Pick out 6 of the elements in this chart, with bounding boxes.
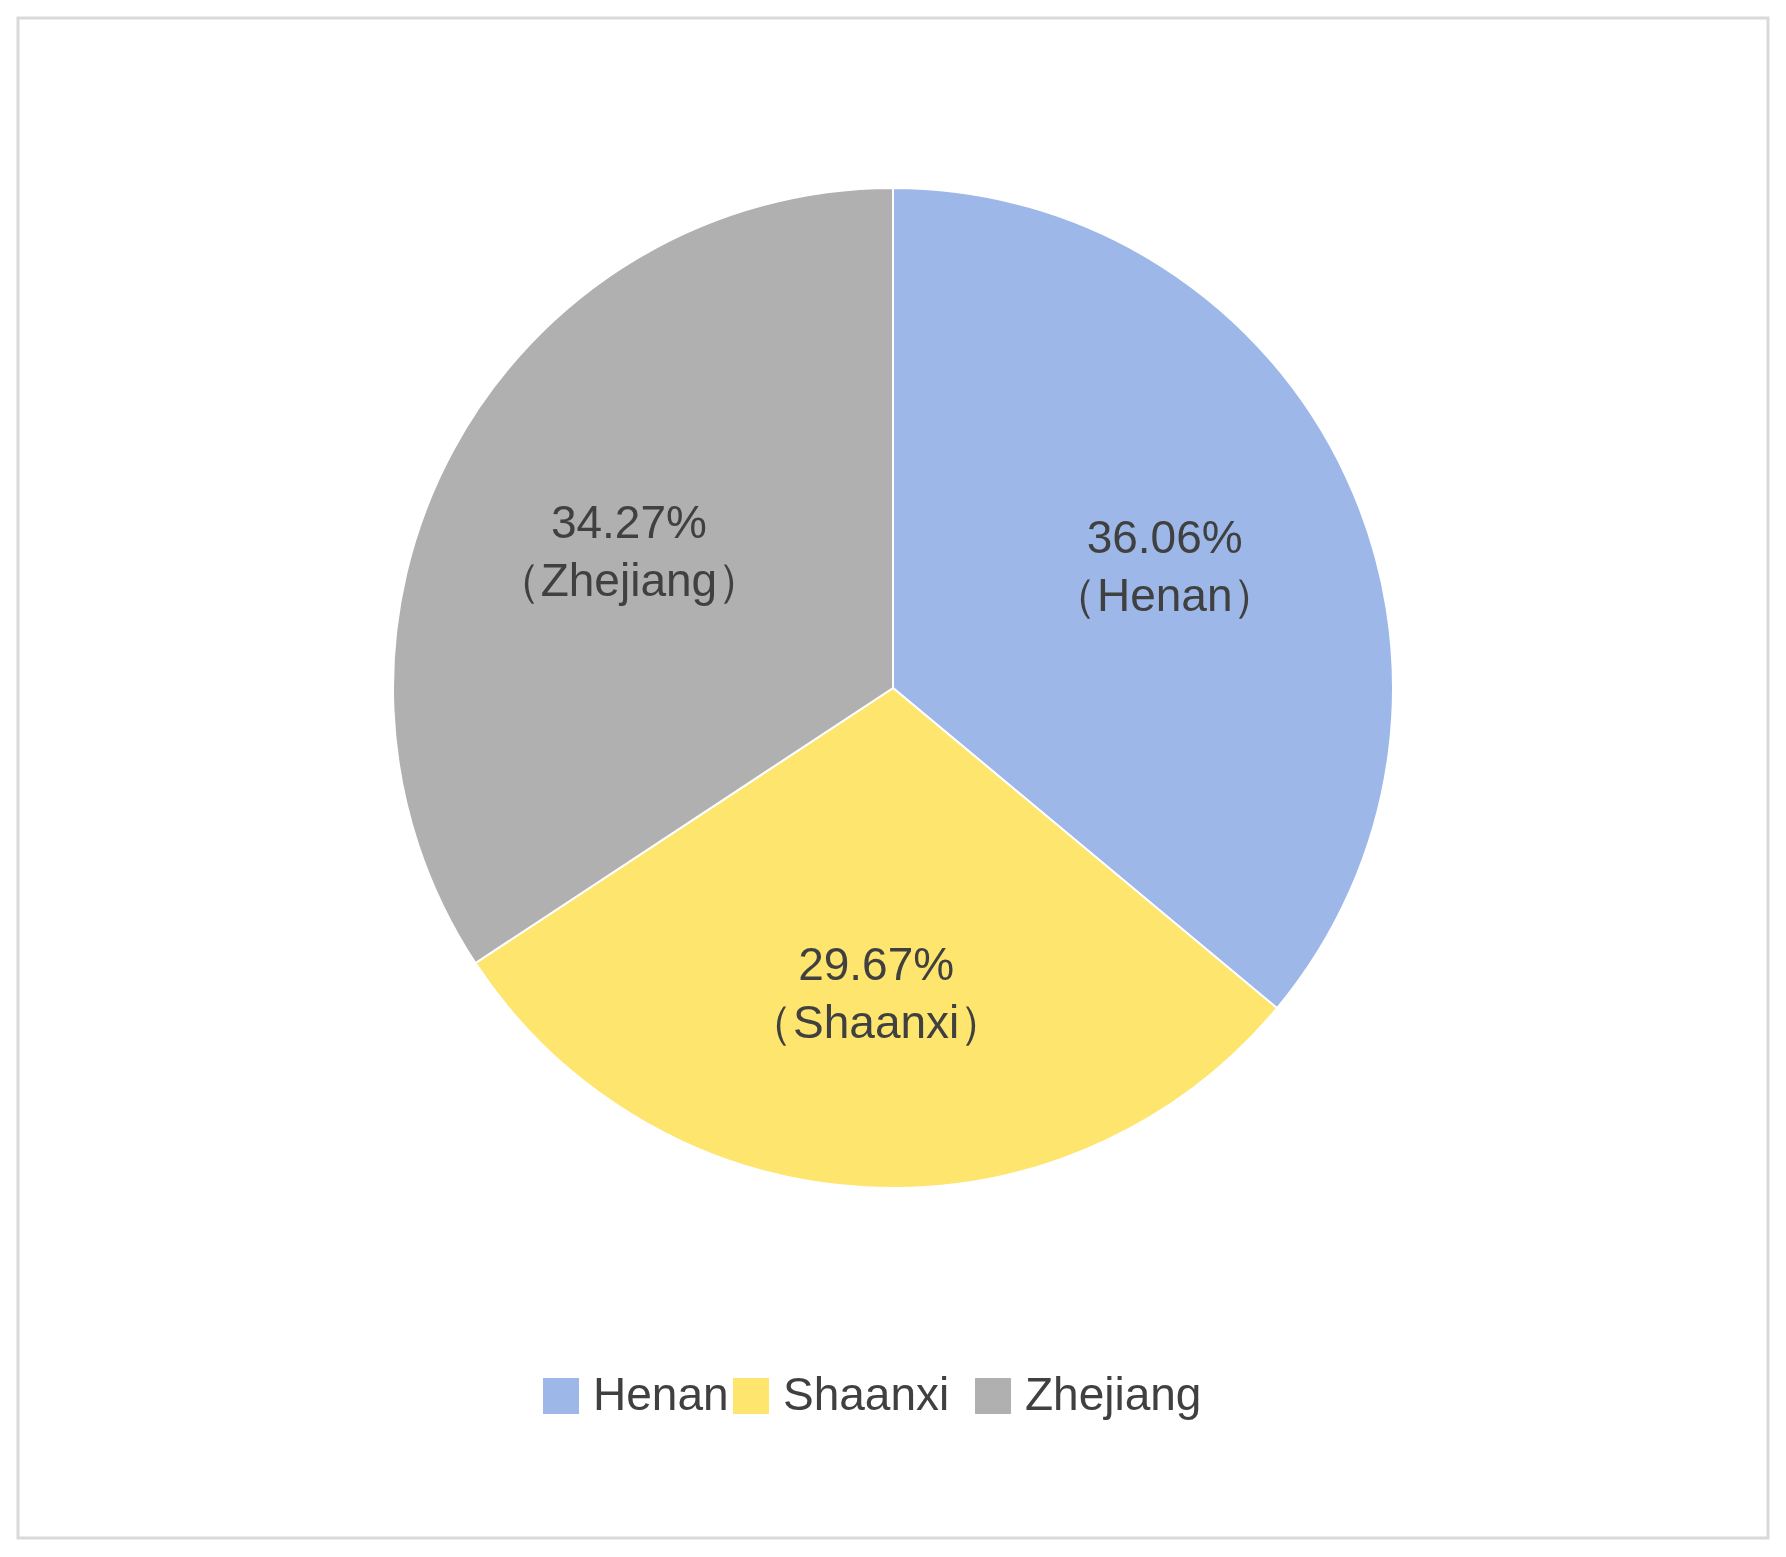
data-label: 34.27% （Zhejiang） <box>494 495 764 606</box>
legend-label: Henan <box>593 1368 729 1420</box>
legend-label: Shaanxi <box>783 1368 950 1420</box>
legend-label: Zhejiang <box>1025 1368 1202 1420</box>
data-label: 36.06% （Henan） <box>1050 510 1279 621</box>
data-label: 29.67% （Shaanxi） <box>747 937 1006 1048</box>
